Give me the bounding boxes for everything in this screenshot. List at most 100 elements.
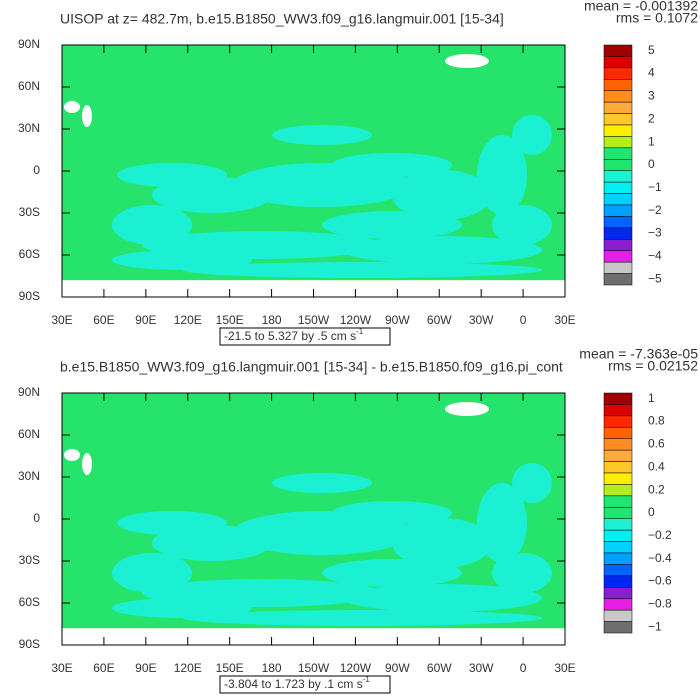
colorbar-label: −0.2 [648,528,672,542]
colorbar-box [603,415,633,428]
field-region [477,483,527,563]
field-region [392,518,492,568]
colorbar-label: −1 [648,180,662,194]
colorbar-label: 5 [648,43,655,57]
lat-label: 90S [19,289,40,303]
colorbar-box [603,56,633,69]
lat-label: 60S [19,595,40,609]
colorbar-box [603,472,633,485]
lon-label: 120E [174,313,202,327]
colorbar-label: 0.4 [648,459,665,473]
colorbar-box [603,575,633,588]
lon-label: 90E [135,313,156,327]
range-exponent: -1 [363,675,371,684]
map-panel [61,392,566,646]
colorbar-label: 0.2 [648,482,665,496]
colorbar-box [603,518,633,531]
lat-label: 30N [18,121,40,135]
range-label: -21.5 to 5.327 by .5 cm s-1 [224,327,364,343]
lat-label: 90N [18,37,40,51]
lon-label: 120E [174,661,202,675]
colorbar-label: 1 [648,391,655,405]
colorbar-box [603,113,633,126]
colorbar-label: −0.8 [648,597,672,611]
colorbar-box [603,587,633,599]
colorbar-box [603,193,633,206]
field-region [332,153,452,177]
lon-label: 150E [216,313,244,327]
field-region [342,584,542,612]
lat-label: 90S [19,637,40,651]
mean-label: mean = -0.001392 [584,0,698,14]
colorbar-box [603,136,633,149]
colorbar-label: 0 [648,157,655,171]
lon-label: 60E [93,661,114,675]
land-mask [82,453,92,475]
lon-label: 120W [340,313,372,327]
land-mask [64,449,80,461]
lat-label: 0 [33,163,40,177]
field-region [332,501,452,525]
lon-label: 60W [427,661,452,675]
lon-label: 0 [520,661,527,675]
colorbar-box [603,552,633,565]
lat-label: 90N [18,385,40,399]
field-region [392,170,492,220]
colorbar-box [603,427,633,439]
colorbar-box [603,273,633,286]
colorbar-box [603,181,633,194]
colorbar-box [603,598,633,611]
colorbar-box [603,564,633,577]
lat-label: 0 [33,511,40,525]
colorbar-box [603,250,633,263]
lon-label: 60W [427,313,452,327]
range-exponent: -1 [356,327,364,336]
lon-label: 90W [385,313,410,327]
land-mask [445,54,489,68]
colorbar-box [603,67,633,80]
rms-label: rms = 0.1072 [616,10,698,26]
field-region [112,598,252,618]
land-mask [82,105,92,127]
colorbar-box [603,449,633,462]
colorbar-label: −3 [648,226,662,240]
panel-title: UISOP at z= 482.7m, b.e15.B1850_WW3.f09_… [60,11,504,27]
lon-label: 30W [469,661,494,675]
lon-label: 120W [340,661,372,675]
lon-label: 30W [469,313,494,327]
range-box [219,675,391,694]
colorbar-label: −1 [648,619,662,633]
colorbar-box [603,404,633,417]
field-region [322,211,462,239]
field-region [182,262,542,278]
colorbar-box [603,392,633,405]
lon-label: 150E [216,661,244,675]
colorbar-label: 3 [648,89,655,103]
colorbar-box [603,216,633,229]
colorbar-box [603,529,633,542]
colorbar-label: 2 [648,111,655,125]
colorbar-label: −4 [648,249,662,263]
colorbar-box [603,621,633,634]
lon-label: 0 [520,313,527,327]
lon-label: 90E [135,661,156,675]
map-panel [61,44,566,298]
colorbar-box [603,461,633,474]
field-region [112,553,192,593]
colorbar-label: 0.6 [648,437,665,451]
colorbar-label: −0.6 [648,574,672,588]
colorbar-box [603,44,633,57]
range-text: -3.804 to 1.723 by .1 cm s [224,677,363,691]
colorbar-box [603,124,633,137]
colorbar-box [603,170,633,183]
colorbar-box [603,90,633,103]
field-region [272,473,372,493]
colorbar-box [603,507,633,519]
range-label: -3.804 to 1.723 by .1 cm s-1 [224,675,370,691]
field-region [112,250,252,270]
lat-label: 60N [18,79,40,93]
lat-label: 60S [19,247,40,261]
mean-label: mean = -7.363e-05 [579,346,698,362]
colorbar-box [603,147,633,160]
